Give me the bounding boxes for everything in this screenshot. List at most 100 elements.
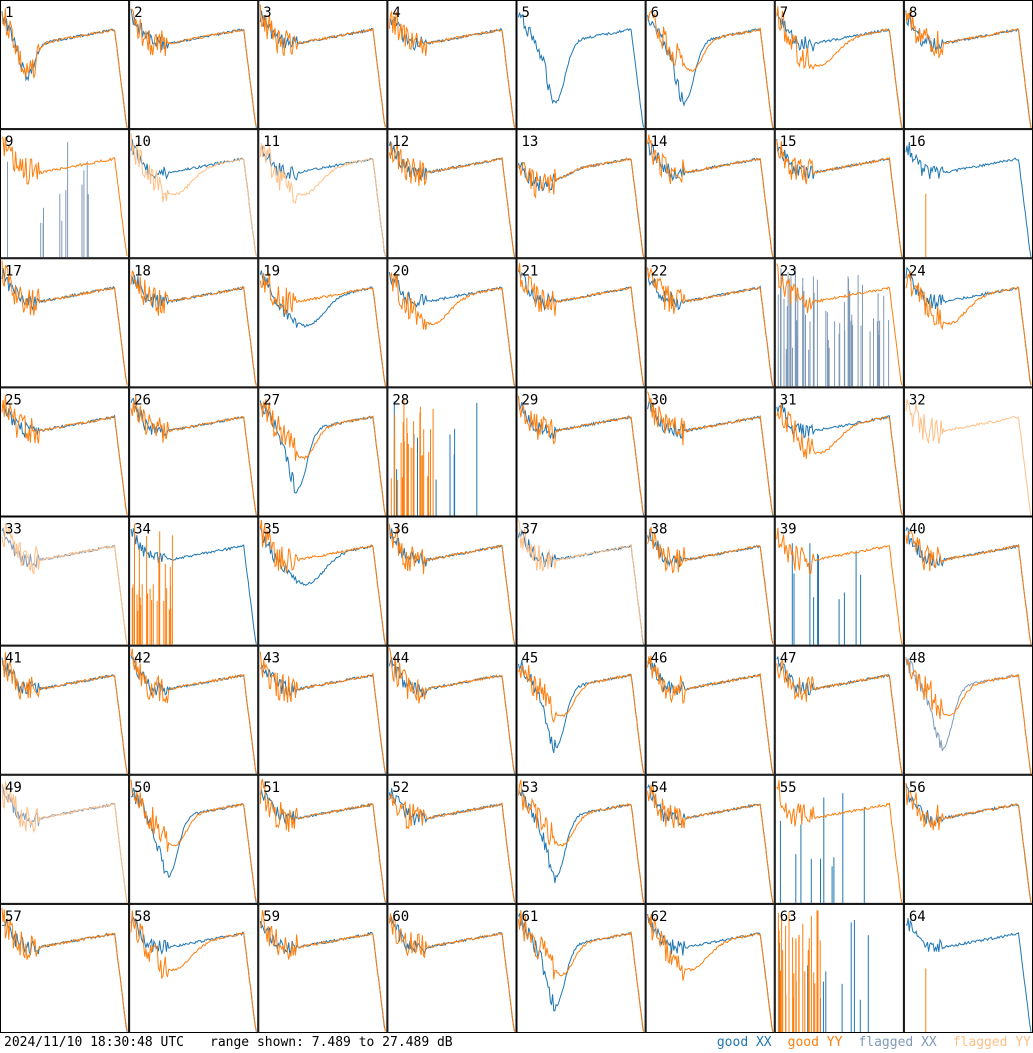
panel-label: 42 <box>134 651 151 667</box>
yy-series-line <box>518 779 645 903</box>
panel-label: 44 <box>392 651 409 667</box>
legend-pol: XX <box>921 1035 937 1050</box>
panel-24: 24 <box>903 258 1033 388</box>
panel-frame <box>0 129 130 259</box>
legend-word: good <box>716 1035 756 1050</box>
panel-label: 16 <box>909 134 926 150</box>
panel-frame <box>129 0 259 130</box>
xx-series-line <box>1 404 128 515</box>
yy-series-spikes <box>390 398 434 516</box>
xx-series-spikes <box>779 793 865 903</box>
yy-series-line <box>130 648 257 774</box>
panel-frame <box>0 645 130 775</box>
xx-series-line <box>1 783 128 903</box>
panel-label: 8 <box>909 5 917 21</box>
panel-frame <box>129 774 259 904</box>
panel-label: 51 <box>263 780 280 796</box>
xx-series-line <box>776 404 903 515</box>
yy-series-spikes <box>131 524 173 645</box>
yy-series-line <box>1 907 128 1031</box>
panel-label: 21 <box>522 263 539 279</box>
panel-17: 17 <box>0 258 130 388</box>
panel-7: 7 <box>774 0 904 130</box>
panel-frame <box>0 0 130 130</box>
panel-frame <box>258 129 388 259</box>
panel-frame <box>0 774 130 904</box>
panel-frame <box>903 645 1033 775</box>
legend-good_yy: good YY <box>788 1035 843 1050</box>
panel-label: 4 <box>392 5 400 21</box>
panel-32: 32 <box>903 387 1033 517</box>
xx-series-line <box>776 12 903 128</box>
panel-5: 5 <box>516 0 646 130</box>
panel-label: 49 <box>5 780 22 796</box>
yy-series-line <box>776 659 903 774</box>
panel-label: 56 <box>909 780 926 796</box>
panel-57: 57 <box>0 903 130 1033</box>
xx-series-line <box>518 269 645 387</box>
panel-label: 22 <box>651 263 668 279</box>
panel-34: 34 <box>129 516 259 646</box>
yy-series-line <box>776 403 903 515</box>
xx-series-line <box>1 11 128 128</box>
panel-frame <box>645 387 775 517</box>
panel-frame <box>774 0 904 130</box>
yy-series-line <box>259 143 386 257</box>
xx-series-noise <box>777 267 890 387</box>
panel-frame <box>516 645 646 775</box>
yy-series-line <box>130 779 257 902</box>
yy-series-line <box>259 272 386 387</box>
panel-label: 45 <box>522 651 539 667</box>
panel-30: 30 <box>645 387 775 517</box>
yy-series-line <box>1 136 128 257</box>
xx-series-line <box>647 141 774 258</box>
panel-label: 43 <box>263 651 280 667</box>
panel-label: 28 <box>392 392 409 408</box>
panel-frame <box>0 516 130 646</box>
panel-label: 34 <box>134 522 151 538</box>
panel-15: 15 <box>774 129 904 259</box>
panel-label: 59 <box>263 909 280 925</box>
panel-frame <box>129 129 259 259</box>
panel-label: 40 <box>909 522 926 538</box>
yy-series-line <box>776 6 903 128</box>
panel-2: 2 <box>129 0 259 130</box>
panel-59: 59 <box>258 903 388 1033</box>
panel-label: 29 <box>522 392 539 408</box>
xx-series-line <box>130 397 257 515</box>
panel-frame <box>387 903 517 1033</box>
yy-series-line <box>905 9 1032 128</box>
panel-38: 38 <box>645 516 775 646</box>
panel-9: 9 <box>0 129 130 259</box>
yy-series-line <box>1 781 128 903</box>
panel-frame <box>774 645 904 775</box>
panel-label: 17 <box>5 263 22 279</box>
legend-pol: YY <box>826 1035 843 1050</box>
yy-series-line <box>647 914 774 1032</box>
xx-series-line <box>905 526 1032 645</box>
panel-35: 35 <box>258 516 388 646</box>
yy-series-line <box>647 10 774 128</box>
panel-label: 14 <box>651 134 668 150</box>
xx-series-line <box>130 8 257 128</box>
yy-series-line <box>776 527 903 645</box>
yy-series-line <box>130 395 257 516</box>
yy-series-line <box>130 910 257 1032</box>
panel-label: 57 <box>5 909 22 925</box>
panel-frame <box>258 903 388 1033</box>
panel-frame <box>129 645 259 775</box>
panel-label: 64 <box>909 909 926 925</box>
panel-22: 22 <box>645 258 775 388</box>
panel-frame <box>258 387 388 517</box>
panel-frame <box>129 903 259 1033</box>
yy-series-line <box>518 665 645 774</box>
panel-16: 16 <box>903 129 1033 259</box>
panel-frame <box>516 129 646 259</box>
panel-61: 61 <box>516 903 646 1033</box>
panel-frame <box>774 387 904 517</box>
legend-word: flagged <box>858 1035 922 1050</box>
panel-label: 36 <box>392 522 409 538</box>
panel-frame <box>0 903 130 1033</box>
panel-42: 42 <box>129 645 259 775</box>
